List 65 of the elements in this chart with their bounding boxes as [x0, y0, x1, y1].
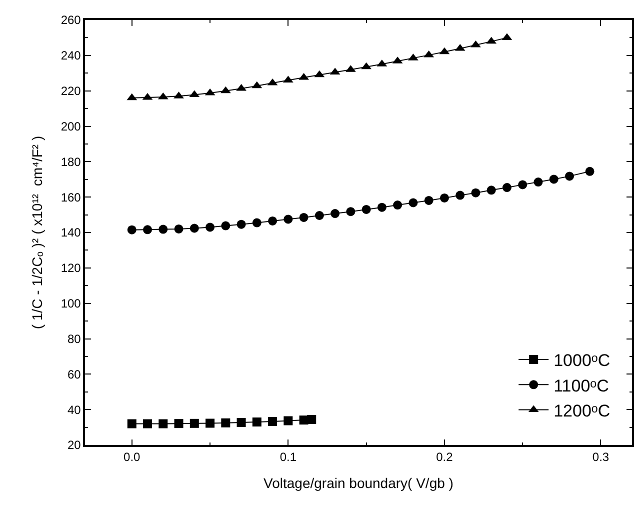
point	[206, 418, 215, 428]
point	[564, 172, 574, 181]
point	[190, 418, 199, 428]
point	[330, 209, 340, 218]
point	[362, 204, 371, 214]
point	[471, 188, 480, 198]
x-tick-label: 0.1	[280, 450, 297, 464]
point	[236, 418, 246, 428]
point	[252, 218, 262, 228]
point	[221, 221, 230, 230]
x-tick-label: 0.0	[124, 450, 141, 464]
point	[440, 193, 449, 202]
point	[174, 224, 184, 234]
point	[158, 224, 168, 234]
point	[346, 207, 356, 216]
x-axis-title: Voltage/grain boundary( V/gb )	[264, 474, 454, 491]
y-tick-label: 20	[67, 438, 82, 452]
point	[268, 216, 278, 226]
y-tick-label: 80	[67, 332, 82, 346]
point	[268, 416, 278, 426]
point	[284, 214, 293, 224]
point	[284, 416, 293, 426]
point	[221, 418, 230, 428]
y-tick-label: 180	[60, 154, 82, 169]
y-tick-label: 100	[60, 296, 82, 311]
point	[307, 415, 316, 424]
y-axis-title: ( 1/C - 1/2Cₒ )² ( x10¹² cm⁴/F² )	[28, 136, 45, 330]
y-tick-label: 60	[67, 367, 82, 382]
point	[252, 417, 262, 426]
legend-label: 1000ᵒC	[554, 351, 610, 370]
point	[377, 202, 386, 212]
point	[158, 419, 168, 428]
legend-label: 1100ᵒC	[554, 376, 609, 396]
legend-label: 1200ᵒC	[554, 401, 610, 420]
point	[127, 225, 136, 234]
y-tick-label: 260	[60, 13, 82, 28]
point	[470, 40, 481, 48]
x-tick-label: 0.3	[592, 450, 610, 464]
point	[299, 212, 308, 222]
point	[408, 198, 418, 208]
y-tick-label: 160	[60, 190, 82, 204]
point	[127, 419, 136, 428]
point	[424, 196, 434, 205]
point	[236, 220, 246, 229]
y-tick-label: 140	[60, 226, 82, 240]
point	[534, 178, 543, 187]
point	[549, 174, 558, 184]
point	[518, 180, 528, 190]
point	[585, 166, 594, 176]
point	[393, 200, 402, 210]
y-tick-label: 120	[60, 261, 82, 276]
point	[174, 419, 184, 428]
x-tick-label: 0.2	[436, 450, 454, 464]
y-tick-label: 200	[60, 119, 82, 134]
point	[456, 190, 465, 200]
point	[314, 211, 324, 220]
point	[143, 225, 152, 234]
point	[206, 222, 215, 232]
point	[502, 183, 512, 192]
point	[143, 419, 152, 428]
y-tick-label: 240	[60, 48, 82, 63]
point	[486, 186, 496, 195]
y-tick-label: 40	[67, 402, 82, 417]
point	[190, 224, 199, 233]
y-tick-label: 220	[60, 84, 82, 98]
